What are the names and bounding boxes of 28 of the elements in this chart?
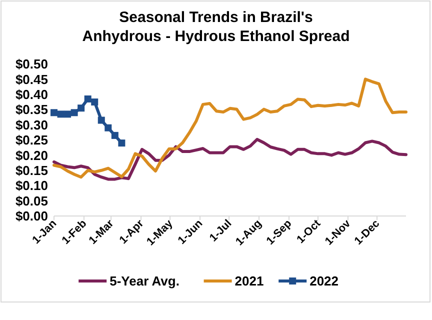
y-tick-label: $0.35: [15, 102, 48, 118]
point: [111, 132, 118, 139]
y-tick-label: $0.40: [15, 86, 48, 102]
point: [64, 110, 72, 118]
y-tick-label: $0.30: [15, 117, 48, 132]
y-tick-label: $0.10: [15, 178, 48, 194]
y-tick-label: $0.00: [15, 208, 48, 224]
y-tick-label: $0.25: [15, 132, 48, 148]
point: [84, 95, 92, 102]
line-series: [52, 138, 408, 181]
point: [70, 109, 78, 116]
y-tick-label: $0.20: [15, 148, 48, 163]
y-tick-label: $0.15: [15, 162, 48, 178]
legend-label: 2021: [234, 274, 264, 289]
legend-label: 5-Year Avg.: [110, 274, 180, 289]
point: [57, 110, 64, 118]
chart-title: Seasonal Trends in Brazil's Anhydrous - Hydrous Ethanol Spread: [82, 9, 350, 45]
y-tick-label: $0.05: [15, 193, 48, 208]
y-tick-label: $0.50: [15, 56, 48, 72]
legend-label: 2022: [310, 274, 339, 289]
y-tick-label: $0.45: [15, 72, 48, 87]
point: [50, 109, 58, 116]
point: [91, 98, 98, 106]
point: [98, 116, 105, 124]
point: [104, 124, 112, 132]
point: [78, 104, 85, 112]
point: [118, 140, 126, 147]
line-series: [52, 78, 408, 179]
